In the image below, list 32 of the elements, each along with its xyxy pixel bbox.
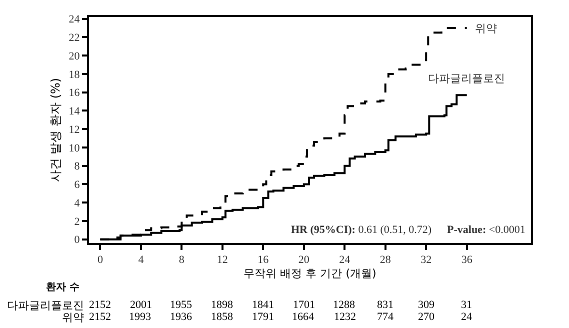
x-tick-label: 16 — [258, 254, 270, 266]
y-tick-label: 8 — [74, 160, 80, 173]
x-tick-label: 24 — [339, 254, 351, 266]
y-tick-label: 20 — [68, 50, 80, 62]
y-tick-label: 12 — [68, 124, 80, 136]
y-tick-label: 0 — [74, 234, 80, 246]
y-tick-label: 18 — [68, 68, 80, 81]
text: 위약 2152 1993 1936 1858 1791 1664 1232 774 270 24 — [62, 311, 472, 324]
annotation: HR (95%CI): 0.61 (0.51, 0.72) — [291, 224, 432, 236]
y-tick-label: 2 — [74, 216, 80, 228]
x-tick-label: 4 — [138, 254, 144, 266]
x-tick-label: 36 — [461, 254, 473, 266]
x-tick-label: 32 — [420, 254, 432, 266]
x-tick-label: 20 — [298, 254, 310, 266]
y-axis-title: 사건 발생 환자 (%) — [48, 78, 63, 182]
x-axis-title: 무작위 배정 후 기간 (개월) — [244, 266, 376, 280]
x-tick-label: 8 — [178, 254, 185, 266]
text: 다파글리플로진 2152 2001 1955 1898 1841 1701 1288 831 309 31 — [7, 299, 472, 312]
series-label: 위약 — [475, 22, 497, 35]
x-tick-label: 28 — [380, 254, 392, 266]
y-tick-label: 22 — [68, 32, 80, 44]
x-tick-label: 0 — [97, 254, 104, 266]
x-tick-label: 12 — [216, 254, 228, 266]
y-tick-label: 6 — [74, 179, 80, 192]
y-tick-label: 14 — [68, 106, 80, 118]
series-label: 다파글리플로진 — [428, 72, 505, 85]
y-tick-label: 4 — [74, 197, 80, 210]
y-tick-label: 24 — [68, 14, 80, 26]
annotation: P-value: <0.0001 — [447, 224, 526, 236]
y-tick-label: 16 — [68, 87, 80, 100]
y-tick-label: 10 — [68, 142, 80, 154]
text: 환자 수 — [46, 282, 80, 293]
